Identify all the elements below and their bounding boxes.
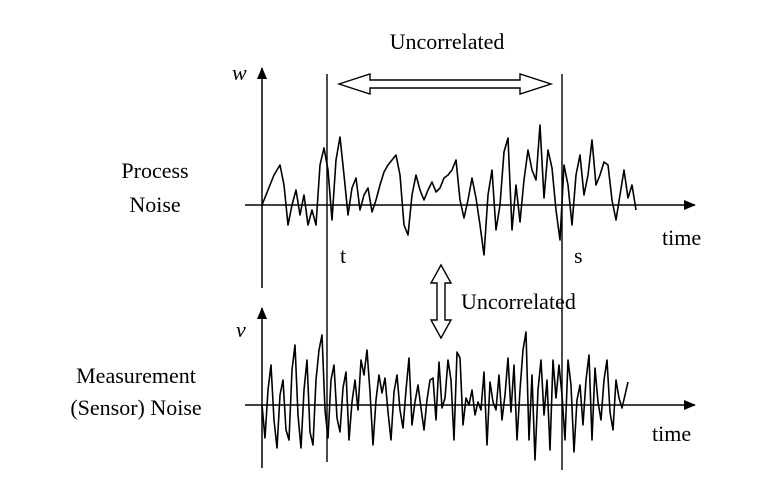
t-marker-label: t [340,243,346,268]
v-axis-label: v [236,317,246,342]
mid-uncorrelated-label: Uncorrelated [461,289,576,314]
process-noise-waveform [261,124,637,256]
top-uncorrelated-label: Uncorrelated [390,29,505,54]
s-marker-label: s [574,243,583,268]
measurement-noise-label-line2: (Sensor) Noise [70,395,201,420]
process-time-label: time [662,225,701,250]
process-noise-label-line2: Noise [129,192,180,217]
w-axis-label: w [232,60,247,85]
measurement-time-label: time [652,421,691,446]
vertical-double-arrow-icon [429,263,453,340]
process-noise-label-line1: Process [121,158,188,183]
measurement-noise-waveform [261,331,629,461]
horizontal-double-arrow-icon [336,73,554,95]
measurement-noise-label-line1: Measurement [76,363,196,388]
